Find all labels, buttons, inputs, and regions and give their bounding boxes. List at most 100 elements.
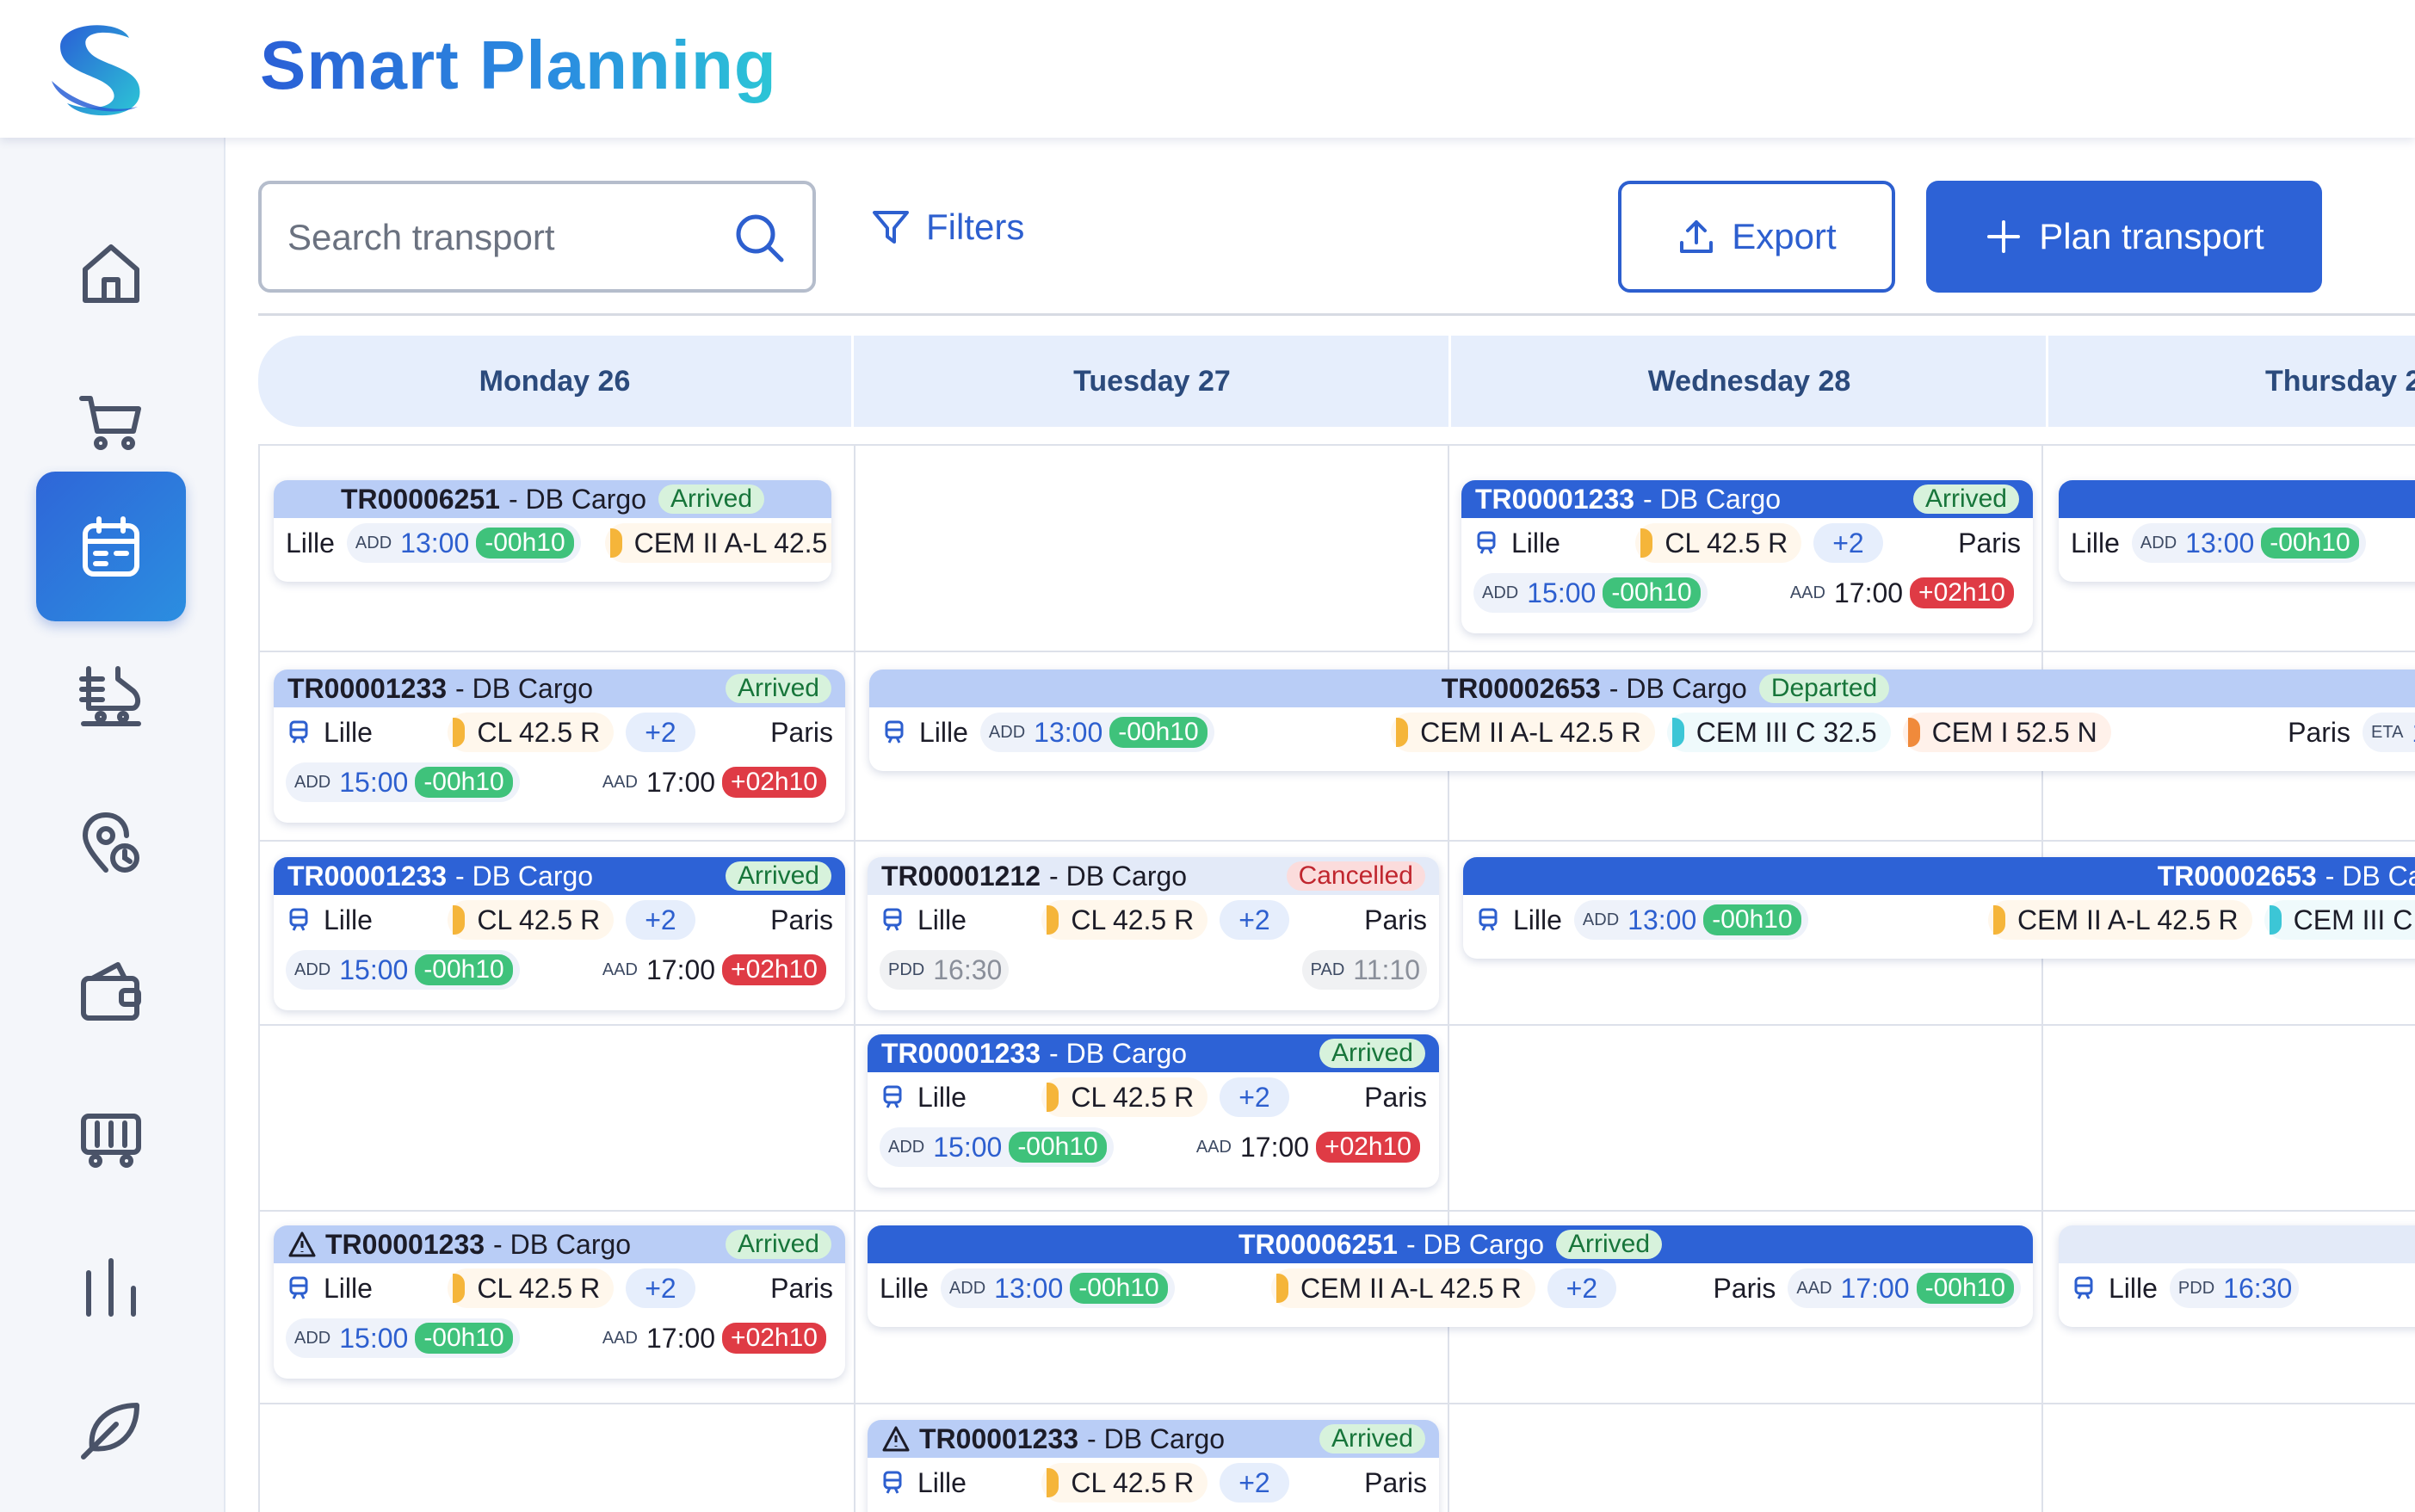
day-header-row: Monday 26 Tuesday 27 Wednesday 28 Thursd… [258, 336, 2415, 427]
toolbar-divider [258, 313, 2415, 316]
product-chip[interactable]: CL 42.5 R [448, 713, 615, 752]
upload-icon [1680, 220, 1714, 253]
origin-city: Lille [324, 716, 373, 748]
more-products-chip[interactable]: +2 [626, 713, 695, 752]
departure-time-tag: ADD 13:00 -00h10 [1573, 900, 1808, 940]
more-products-chip[interactable]: +2 [1813, 523, 1883, 563]
sidebar-item-home[interactable] [36, 198, 186, 348]
carrier-name: - DB Cargo [455, 860, 594, 892]
status-badge: Arrived [1319, 1039, 1425, 1068]
status-badge: Arrived [1912, 484, 2019, 514]
status-badge: Arrived [1556, 1230, 1663, 1259]
transport-id: TR00002653 [1441, 672, 1601, 704]
transport-card[interactable]: TR00001233 - DB Cargo Arrived Lille CL 4… [1461, 480, 2033, 633]
cart-icon [79, 396, 141, 450]
search-input[interactable] [287, 210, 735, 265]
sidebar-item-wagons[interactable] [36, 1064, 186, 1213]
product-chip[interactable]: CEM II A-L 42.5 R [1391, 713, 1655, 752]
destination-city: Paris [1958, 527, 2022, 559]
product-chip[interactable]: CL 42.5 R [1635, 523, 1802, 563]
arrival-time-tag: AAD 17:00 +02h10 [1187, 1127, 1427, 1167]
train-icon [79, 666, 141, 726]
product-chip[interactable]: CL 42.5 R [448, 900, 615, 940]
sidebar-item-trains[interactable] [36, 620, 186, 769]
transport-id: TR00001233 [325, 1228, 485, 1260]
sidebar-item-finance[interactable] [36, 916, 186, 1065]
product-chip[interactable]: CEM II A-L 42.5 R [604, 523, 831, 563]
product-chip[interactable]: CEM III C 32.5 [1666, 713, 1891, 752]
transport-card[interactable]: TR00001233 - DB Cargo Arrived Lille CL 4… [274, 857, 845, 1010]
more-products-chip[interactable]: +2 [626, 900, 695, 940]
train-icon [289, 720, 308, 744]
train-icon [883, 908, 902, 931]
more-products-chip[interactable]: +2 [1547, 1268, 1617, 1308]
transport-card[interactable]: TR00001233 - DB Cargo Arrived Lille CL 4… [274, 1225, 845, 1379]
departure-time-tag: PDD 16:30 [880, 950, 1010, 990]
day-header-tuesday: Tuesday 27 [855, 336, 1451, 427]
carrier-name: - DB Carg [2325, 860, 2415, 892]
day-header-wednesday: Wednesday 28 [1453, 336, 2048, 427]
transport-card[interactable]: TR00002653 - DB Cargo Departed Lille ADD… [869, 670, 2415, 771]
departure-time-tag: ADD 13:00 -00h10 [940, 1268, 1175, 1308]
carrier-name: - DB Cargo [1049, 1037, 1188, 1069]
product-chip[interactable]: CEM I 52.5 N [1902, 713, 2111, 752]
status-badge: Arrived [725, 861, 831, 891]
search-icon[interactable] [733, 212, 787, 265]
transport-id: TR00006251 [1238, 1228, 1398, 1260]
transport-card[interactable]: TR00001212 - DB Cargo Cancelled Lille CL… [868, 857, 1439, 1010]
departure-time-tag: ADD 15:00 -00h10 [880, 1127, 1114, 1167]
transport-id: TR00001233 [881, 1037, 1041, 1069]
departure-time-tag: PDD 16:30 [2169, 1268, 2300, 1308]
transport-id: TR00001212 [881, 860, 1041, 892]
sidebar [0, 138, 225, 1512]
destination-city: Paris [2288, 716, 2350, 748]
transport-id: TR00001233 [287, 860, 448, 892]
transport-card[interactable]: TR00001233 - DB Cargo Arrived Lille CL 4… [274, 670, 845, 823]
departure-time-tag: ADD 15:00 -00h10 [1473, 573, 1708, 613]
sidebar-item-analytics[interactable] [36, 1212, 186, 1361]
wallet-icon [81, 962, 141, 1021]
more-products-chip[interactable]: +2 [1220, 900, 1289, 940]
product-chip[interactable]: CL 42.5 R [1041, 1077, 1208, 1117]
more-products-chip[interactable]: +2 [1220, 1463, 1289, 1503]
carrier-name: - DB Cargo [1405, 1228, 1545, 1260]
filters-button[interactable]: Filters [871, 207, 1024, 248]
sidebar-item-planning[interactable] [36, 472, 186, 621]
bar-chart-icon [86, 1258, 136, 1317]
product-chip[interactable]: CL 42.5 R [1041, 1463, 1208, 1503]
product-chip[interactable]: CEM II A-L 42.5 R [1270, 1268, 1535, 1308]
transport-card[interactable]: TR00006251 - DB Cargo Arrived Lille ADD 1… [868, 1225, 2033, 1327]
more-products-chip[interactable]: +2 [1220, 1077, 1289, 1117]
plan-transport-label: Plan transport [2039, 216, 2264, 256]
product-chip[interactable]: CL 42.5 R [1041, 900, 1208, 940]
origin-city: Lille [917, 1466, 967, 1498]
day-header-monday: Monday 26 [258, 336, 854, 427]
departure-time-tag: ADD 13:00 -00h10 [979, 713, 1214, 752]
product-chip[interactable]: CL 42.5 R [448, 1268, 615, 1308]
carrier-name: - DB Cargo [493, 1228, 632, 1260]
product-chip[interactable]: CEM II A-L 42.5 R [1987, 900, 2252, 940]
more-products-chip[interactable]: +2 [626, 1268, 695, 1308]
transport-card[interactable]: TR00002653 - DB Carg Lille ADD13:00-00h1… [1463, 857, 2415, 959]
train-icon [289, 908, 308, 931]
search-box[interactable] [258, 181, 816, 293]
transport-card[interactable]: TR00001233 - DB Cargo Arrived Lille CL 4… [868, 1420, 1439, 1512]
arrival-time-tag: AAD 17:00 +02h10 [593, 762, 833, 802]
train-icon [1477, 531, 1496, 554]
plus-icon [1987, 220, 2021, 253]
sidebar-item-sustainability[interactable] [36, 1355, 186, 1504]
top-bar: Smart Planning [0, 0, 2415, 138]
sidebar-item-tracking[interactable] [36, 768, 186, 917]
plan-transport-button[interactable]: Plan transport [1926, 181, 2322, 293]
transport-card[interactable]: TR00001233 - DB Cargo Arrived Lille CL 4… [868, 1034, 1439, 1188]
origin-city: Lille [919, 716, 968, 748]
app-logo-icon[interactable] [43, 12, 155, 124]
export-button[interactable]: Export [1618, 181, 1895, 293]
origin-city: Lille [2109, 1272, 2158, 1304]
product-chip[interactable]: CEM III C 3 [2264, 900, 2415, 940]
transport-card[interactable]: TR00006251 - DB Cargo Arrived Lille ADD 1… [274, 480, 831, 582]
sidebar-item-orders[interactable] [36, 346, 186, 496]
arrival-time-tag: PAD 11:10 [1301, 950, 1427, 990]
